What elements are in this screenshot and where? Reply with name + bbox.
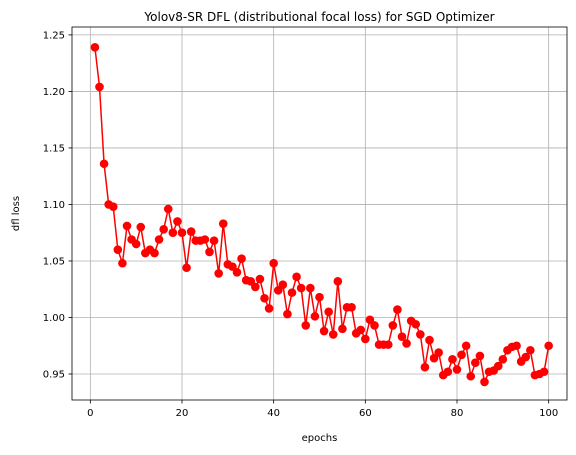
data-point [173, 217, 182, 226]
x-tick-label: 0 [87, 408, 93, 419]
data-point [163, 204, 173, 214]
data-point [443, 367, 453, 377]
data-point [333, 277, 343, 286]
data-point [539, 367, 549, 377]
data-point [434, 348, 443, 357]
data-point [402, 339, 411, 348]
y-ticks: 0.95 1.00 1.05 1.10 1.15 1.20 1.25 [43, 30, 72, 381]
x-ticks: 0 20 40 60 80 100 [87, 400, 558, 419]
chart-title: Yolov8-SR DFL (distributional focal loss… [143, 10, 494, 24]
data-point [493, 361, 503, 371]
data-point [457, 350, 466, 360]
data-point [370, 321, 379, 330]
data-point [319, 326, 329, 336]
y-tick-label: 1.25 [43, 30, 65, 41]
data-point [264, 304, 274, 313]
data-point [182, 263, 191, 273]
data-point [315, 292, 324, 302]
data-point [411, 319, 421, 329]
data-point [471, 358, 480, 368]
data-point [452, 365, 462, 374]
data-point [324, 307, 333, 317]
x-tick-label: 80 [451, 408, 464, 419]
data-point [232, 267, 242, 277]
data-point [475, 351, 485, 361]
data-point [388, 321, 398, 330]
data-point [214, 269, 223, 278]
series-line [94, 47, 550, 383]
data-point [328, 330, 338, 339]
y-tick-label: 0.95 [43, 370, 65, 381]
data-point [237, 254, 246, 264]
data-point [526, 345, 535, 355]
data-point [480, 377, 489, 387]
data-point [397, 332, 407, 342]
data-point [122, 221, 132, 231]
x-axis-label: epochs [302, 433, 338, 444]
data-point [269, 258, 278, 268]
data-point [255, 274, 265, 284]
data-point [278, 280, 288, 290]
x-tick-label: 100 [539, 408, 558, 419]
y-tick-label: 1.05 [43, 256, 65, 267]
plot-frame [71, 26, 568, 401]
y-axis-label: dfl loss [11, 196, 22, 231]
data-point [200, 235, 210, 244]
data-point [99, 159, 109, 169]
y-tick-label: 1.10 [43, 200, 65, 211]
data-point [420, 362, 430, 372]
data-point [283, 309, 292, 319]
data-point [301, 321, 311, 330]
y-tick-label: 1.00 [43, 313, 65, 324]
data-point [90, 43, 100, 52]
data-point [466, 371, 476, 381]
data-point [136, 222, 146, 232]
data-point [168, 228, 178, 238]
data-point [177, 228, 187, 238]
data-point [361, 334, 370, 344]
data-point [383, 340, 393, 349]
data-point [393, 305, 402, 314]
y-tick-label: 1.20 [43, 87, 65, 98]
data-point [338, 324, 347, 334]
data-point [209, 236, 219, 245]
x-tick-label: 40 [267, 408, 280, 419]
data-point [150, 248, 159, 258]
data-point [154, 235, 164, 244]
data-point [425, 335, 434, 345]
data-point [296, 283, 306, 293]
series-layer [90, 43, 553, 387]
data-point [310, 312, 320, 321]
data-point [186, 227, 196, 236]
x-tick-label: 60 [359, 408, 372, 419]
data-point [292, 272, 301, 282]
data-point [131, 239, 141, 249]
data-point [306, 283, 315, 293]
data-point [287, 288, 297, 297]
data-point [416, 330, 425, 339]
data-point [95, 82, 104, 92]
data-point [218, 219, 228, 228]
data-point [251, 282, 260, 292]
data-point [498, 355, 508, 364]
data-point [205, 247, 214, 257]
data-point [260, 293, 269, 303]
y-tick-label: 1.15 [43, 143, 65, 154]
x-tick-label: 20 [176, 408, 189, 419]
grid [72, 27, 567, 400]
data-point [159, 225, 168, 234]
data-point [544, 341, 553, 351]
data-point [512, 341, 521, 351]
data-point [448, 355, 457, 364]
data-point [521, 352, 531, 362]
data-point [113, 245, 123, 254]
data-point [356, 325, 366, 335]
data-point [118, 258, 127, 268]
data-point [108, 202, 118, 212]
data-point [347, 303, 356, 312]
data-point [461, 341, 471, 351]
